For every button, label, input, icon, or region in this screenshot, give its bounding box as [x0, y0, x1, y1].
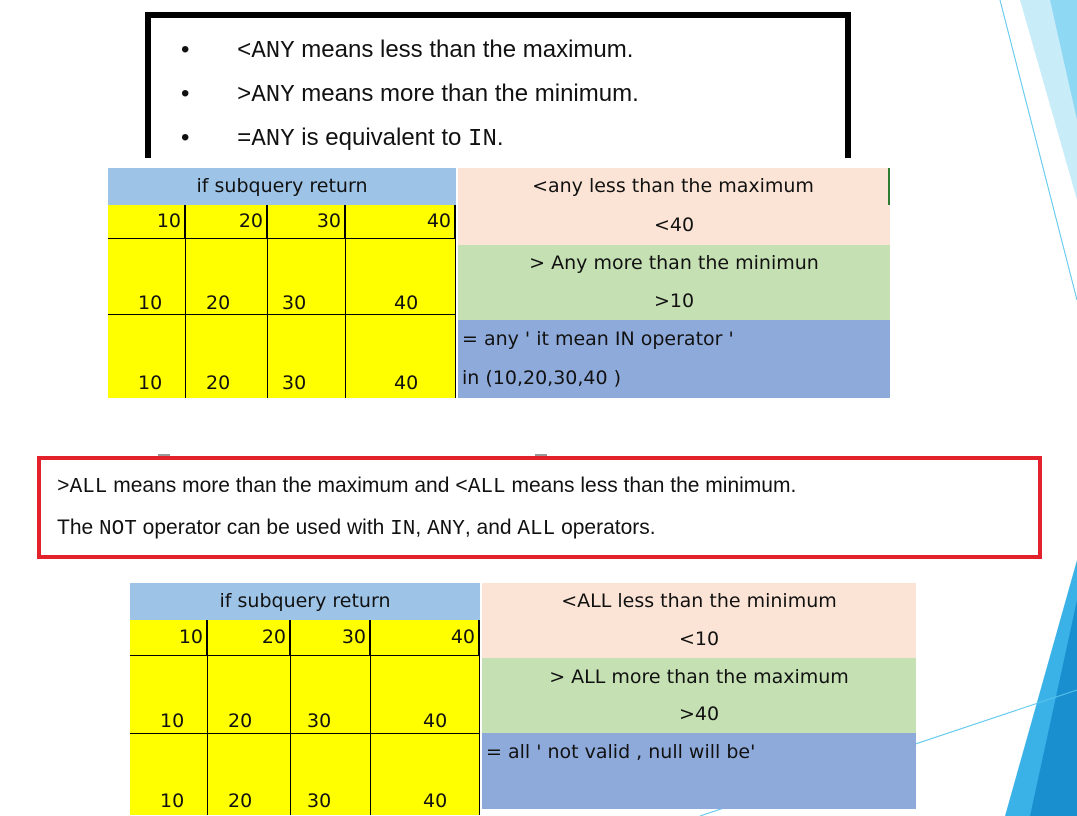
table-cell: 30 — [268, 314, 346, 398]
table-header: if subquery return — [108, 168, 456, 205]
bullet-end: . — [496, 124, 504, 151]
table-cell: 40 — [346, 205, 456, 238]
info-cell: <any less than the maximum — [458, 168, 890, 205]
op-label: =ANY — [237, 126, 295, 153]
bullet-text: is equivalent to — [294, 124, 469, 151]
op-label: IN — [390, 518, 416, 541]
info-cell: <10 — [482, 620, 916, 658]
op-label: NOT — [99, 518, 137, 541]
deco-line-top — [999, 0, 1077, 301]
table-cell: 40 — [371, 733, 480, 815]
table-cell: 20 — [186, 238, 268, 314]
bullet-text: means less than the maximum. — [294, 36, 634, 63]
table-cell: 10 — [130, 733, 208, 815]
table-cell: 10 — [130, 655, 208, 733]
table-cell: 10 — [108, 314, 186, 398]
table-cell: 10 — [108, 238, 186, 314]
table-cell: 40 — [346, 238, 456, 314]
op-label: <ANY — [237, 38, 295, 65]
all-definition-box: >ALL means more than the maximum and <AL… — [37, 456, 1042, 559]
info-cell: <ALL less than the minimum — [482, 583, 916, 620]
text-span: , and — [464, 516, 518, 539]
info-cell — [482, 771, 916, 809]
table-cell: 20 — [208, 620, 291, 655]
info-cell: > Any more than the minimun — [458, 245, 890, 282]
info-cell: = any ' it mean IN operator ' — [458, 320, 890, 359]
table-header: if subquery return — [130, 583, 480, 620]
table-cell: 10 — [108, 205, 186, 238]
op-label: >ALL — [57, 476, 108, 499]
info-cell: > ALL more than the maximum — [482, 658, 916, 696]
text-span: The — [57, 516, 100, 539]
bullet-text: means more than the minimum. — [294, 80, 639, 107]
info-cell: = all ' not valid , null will be' — [482, 733, 916, 771]
text-span: operators. — [555, 516, 656, 539]
table-cell: 30 — [268, 238, 346, 314]
table-cell: 20 — [208, 655, 291, 733]
table-cell: 30 — [291, 620, 371, 655]
info-cell: <40 — [458, 205, 890, 245]
table-cell: 40 — [371, 655, 480, 733]
table-cell: 30 — [268, 205, 346, 238]
table-cell: 20 — [208, 733, 291, 815]
all-line-2: The NOT operator can be used with IN, AN… — [57, 516, 656, 541]
deco-triangle-bottom — [1005, 560, 1077, 816]
text-span: means less than the minimum. — [505, 474, 797, 497]
table-cell: 40 — [371, 620, 480, 655]
op-label: <ALL — [455, 476, 506, 499]
deco-triangle-top-dark — [1050, 0, 1077, 120]
table-cell: 30 — [291, 655, 371, 733]
op-label: ANY — [427, 518, 465, 541]
all-line-1: >ALL means more than the maximum and <AL… — [57, 474, 796, 499]
deco-triangle-bottom-light — [1030, 600, 1077, 816]
text-span: , — [415, 516, 428, 539]
table-cell: 10 — [130, 620, 208, 655]
info-cell: >10 — [458, 282, 890, 320]
op-label: ALL — [517, 518, 556, 541]
info-cell: >40 — [482, 696, 916, 733]
text-span: means more than the maximum and — [107, 474, 456, 497]
deco-triangle-top — [1020, 0, 1077, 200]
table-cell: 20 — [186, 205, 268, 238]
info-cell: in (10,20,30,40 ) — [458, 359, 890, 398]
table-cell: 30 — [291, 733, 371, 815]
op-label: >ANY — [237, 82, 295, 109]
text-span: operator can be used with — [136, 516, 391, 539]
table-cell: 20 — [186, 314, 268, 398]
any-definition-box: • <ANY means less than the maximum. • >A… — [145, 12, 851, 158]
table-cell: 40 — [346, 314, 456, 398]
in-keyword: IN — [468, 126, 497, 153]
